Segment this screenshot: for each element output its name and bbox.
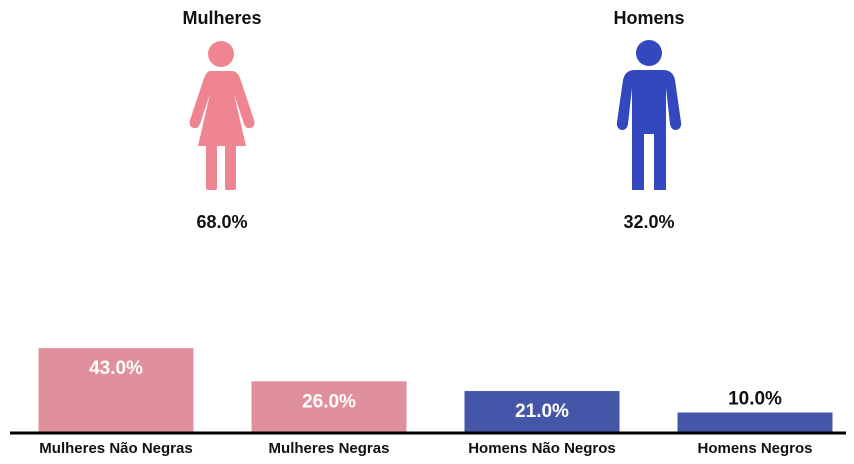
category-label-1: Mulheres Negras: [269, 440, 390, 457]
category-label-3: Homens Negros: [697, 440, 812, 457]
bar-value-label-1: 26.0%: [302, 391, 356, 412]
men-title: Homens: [613, 8, 685, 28]
women-title: Mulheres: [182, 8, 262, 28]
men-percentage: 32.0%: [623, 212, 675, 232]
bar-1: [251, 381, 407, 432]
bar-chart: 43.0% Mulheres Não Negras 26.0% Mulheres Ne…: [10, 348, 846, 457]
bar-3: [677, 412, 833, 432]
bar-0: [38, 348, 194, 432]
bar-2: [464, 391, 620, 432]
category-label-0: Mulheres Não Negras: [39, 440, 192, 457]
bar-value-label-3: 10.0%: [728, 389, 782, 410]
female-figure-icon: [112, 38, 332, 193]
bar-value-label-0: 43.0%: [89, 358, 143, 379]
women-percentage: 68.0%: [196, 212, 248, 232]
bar-value-label-2: 21.0%: [515, 401, 569, 422]
category-label-2: Homens Não Negros: [468, 440, 616, 457]
male-figure-icon: [539, 38, 759, 193]
